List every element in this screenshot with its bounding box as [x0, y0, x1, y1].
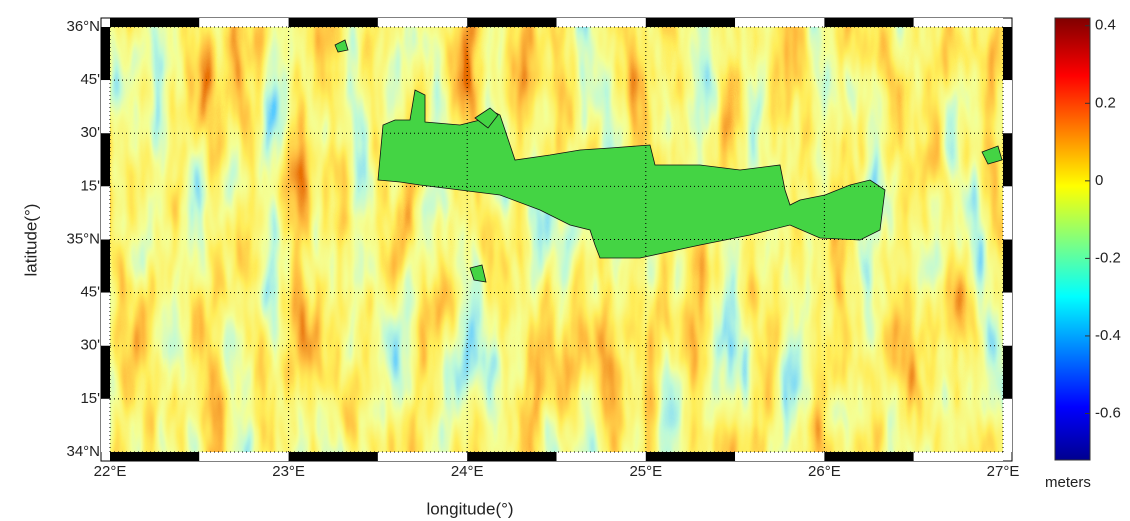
frame-segment	[1003, 27, 1012, 81]
y-tick-label: 30'	[80, 124, 100, 141]
y-tick-label: 30'	[80, 337, 100, 354]
y-tick-label: 36°N	[66, 18, 100, 35]
frame-segment	[199, 18, 289, 27]
frame-segment	[101, 345, 110, 399]
frame-segment	[467, 18, 557, 27]
x-tick-label: 27°E	[987, 463, 1020, 480]
colorbar-tick-label: -0.2	[1095, 249, 1121, 266]
colorbar-tick-label: -0.6	[1095, 404, 1121, 421]
frame-segment	[101, 186, 110, 240]
frame-segment	[645, 18, 736, 27]
islet	[334, 39, 1003, 283]
colorbar-tick-label: 0	[1095, 172, 1103, 189]
colorbar-tick-label: 0.2	[1095, 94, 1116, 111]
frame-segment	[556, 452, 646, 461]
frame-segment	[913, 452, 1003, 461]
frame-segment	[101, 292, 110, 346]
frame-segment	[824, 452, 914, 461]
frame-segment	[377, 452, 468, 461]
frame-segment	[110, 452, 200, 461]
frame-segment	[467, 452, 557, 461]
frame-segment	[101, 80, 110, 134]
frame-segment	[1003, 133, 1012, 187]
frame-segment	[101, 398, 110, 452]
x-tick-label: 22°E	[94, 463, 127, 480]
colorbar	[1054, 17, 1091, 461]
y-tick-label: 15'	[80, 390, 100, 407]
sea-level-field	[110, 27, 1003, 452]
frame-segment	[101, 239, 110, 293]
crete-island	[377, 89, 886, 259]
frame-segment	[1003, 239, 1012, 293]
frame-segment	[1003, 292, 1012, 346]
x-tick-label: 24°E	[451, 463, 484, 480]
colorbar-tick-label: 0.4	[1095, 17, 1116, 34]
y-tick-label: 34°N	[66, 443, 100, 460]
frame-segment	[377, 18, 468, 27]
frame-segment	[645, 452, 736, 461]
frame-segment	[735, 452, 825, 461]
frame-segment	[824, 18, 914, 27]
frame-segment	[1003, 345, 1012, 399]
y-tick-label: 35°N	[66, 230, 100, 247]
y-tick-label: 45'	[80, 284, 100, 301]
frame-segment	[110, 18, 200, 27]
x-axis-label: longitude(°)	[426, 499, 513, 518]
frame-segment	[1003, 80, 1012, 134]
frame-segment	[288, 452, 378, 461]
frame-segment	[556, 18, 646, 27]
frame-segment	[1003, 398, 1012, 452]
frame-segment	[1003, 186, 1012, 240]
frame-segment	[101, 133, 110, 187]
x-tick-label: 23°E	[272, 463, 305, 480]
y-tick-label: 45'	[80, 71, 100, 88]
x-tick-label: 26°E	[808, 463, 841, 480]
frame-segment	[288, 18, 378, 27]
colorbar-tick-label: -0.4	[1095, 327, 1121, 344]
y-axis-label: latitude(°)	[21, 204, 40, 277]
frame-segment	[101, 27, 110, 81]
frame-segment	[199, 452, 289, 461]
colorbar-label: meters	[1045, 474, 1091, 491]
x-tick-label: 25°E	[629, 463, 662, 480]
frame-segment	[735, 18, 825, 27]
y-tick-label: 15'	[80, 177, 100, 194]
frame-segment	[913, 18, 1003, 27]
